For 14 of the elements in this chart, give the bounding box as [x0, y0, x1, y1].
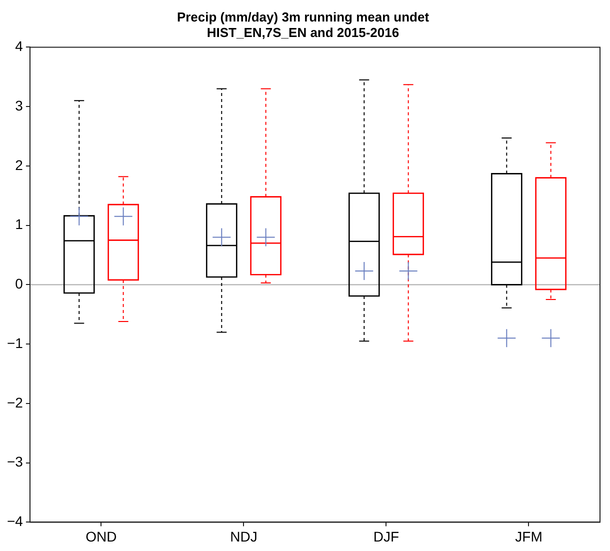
y-tick-label: −3	[6, 454, 24, 470]
x-tick-label: OND	[86, 528, 117, 544]
y-tick-label: −1	[6, 334, 24, 351]
y-tick-label: 4	[15, 38, 24, 54]
y-tick-label: 0	[15, 276, 24, 292]
x-tick-label: NDJ	[230, 528, 258, 544]
y-tick-label: 2	[15, 156, 24, 173]
y-tick-label: 3	[15, 97, 24, 114]
x-tick-label: DJF	[373, 528, 400, 544]
y-tick-label: 1	[15, 216, 24, 232]
chart-title: Precip (mm/day) 3m running mean undet HIST_EN,7S_EN and 2015-2016	[176, 9, 430, 40]
y-tick-label: −2	[6, 394, 24, 410]
x-tick-label: JFM	[515, 528, 542, 544]
y-tick-label: −4	[6, 513, 24, 530]
